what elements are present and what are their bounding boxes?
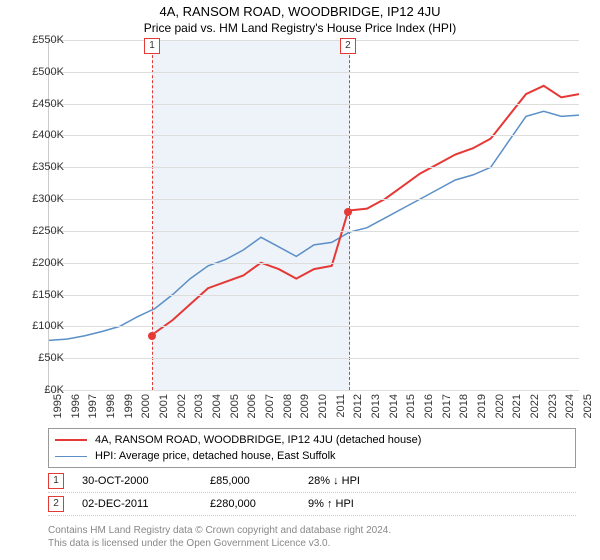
gridline (49, 390, 579, 391)
series-line (152, 86, 579, 336)
transaction-hpi-delta: 28% ↓ HPI (308, 475, 408, 487)
series-line (49, 111, 579, 340)
gridline (49, 358, 579, 359)
x-axis-label: 1999 (123, 394, 135, 418)
y-axis-label: £400K (24, 129, 64, 141)
x-axis-label: 2008 (282, 394, 294, 418)
transaction-marker-2: 2 (48, 496, 64, 512)
x-axis-label: 2005 (229, 394, 241, 418)
x-axis-label: 2011 (335, 394, 347, 418)
transaction-price: £85,000 (210, 475, 290, 487)
gridline (49, 40, 579, 41)
gridline (49, 231, 579, 232)
line-plot (49, 40, 579, 390)
gridline (49, 326, 579, 327)
chart-marker-1: 1 (144, 38, 160, 54)
transaction-marker-1: 1 (48, 473, 64, 489)
x-axis-label: 2013 (370, 394, 382, 418)
transactions-table: 1 30-OCT-2000 £85,000 28% ↓ HPI 2 02-DEC… (48, 470, 576, 516)
gridline (49, 295, 579, 296)
transaction-price: £280,000 (210, 498, 290, 510)
x-axis-label: 2023 (547, 394, 559, 418)
y-axis-label: £250K (24, 225, 64, 237)
gridline (49, 72, 579, 73)
x-axis-label: 2002 (176, 394, 188, 418)
legend: 4A, RANSOM ROAD, WOODBRIDGE, IP12 4JU (d… (48, 428, 576, 468)
x-axis-label: 1997 (87, 394, 99, 418)
x-axis-label: 2001 (158, 394, 170, 418)
x-axis-label: 2000 (140, 394, 152, 418)
transaction-date: 02-DEC-2011 (82, 498, 192, 510)
gridline (49, 104, 579, 105)
footer-line-2: This data is licensed under the Open Gov… (48, 537, 576, 550)
y-axis-label: £550K (24, 34, 64, 46)
chart-container: 4A, RANSOM ROAD, WOODBRIDGE, IP12 4JU Pr… (0, 0, 600, 560)
x-axis-label: 1996 (70, 394, 82, 418)
x-axis-label: 2019 (476, 394, 488, 418)
legend-label-2: HPI: Average price, detached house, East… (95, 448, 336, 464)
x-axis-label: 2009 (299, 394, 311, 418)
x-axis-label: 2012 (352, 394, 364, 418)
x-axis-label: 1998 (105, 394, 117, 418)
transaction-date: 30-OCT-2000 (82, 475, 192, 487)
y-axis-label: £200K (24, 257, 64, 269)
chart-marker-2: 2 (340, 38, 356, 54)
chart-title: 4A, RANSOM ROAD, WOODBRIDGE, IP12 4JU (0, 0, 600, 19)
x-axis-label: 2016 (423, 394, 435, 418)
table-row: 1 30-OCT-2000 £85,000 28% ↓ HPI (48, 470, 576, 493)
x-axis-label: 2007 (264, 394, 276, 418)
footer-attribution: Contains HM Land Registry data © Crown c… (48, 524, 576, 550)
legend-row: HPI: Average price, detached house, East… (55, 448, 569, 464)
gridline (49, 135, 579, 136)
x-axis-label: 2021 (511, 394, 523, 418)
gridline (49, 167, 579, 168)
transaction-hpi-delta: 9% ↑ HPI (308, 498, 408, 510)
footer-line-1: Contains HM Land Registry data © Crown c… (48, 524, 576, 537)
chart-subtitle: Price paid vs. HM Land Registry's House … (0, 19, 600, 35)
x-axis-label: 2025 (582, 394, 594, 418)
table-row: 2 02-DEC-2011 £280,000 9% ↑ HPI (48, 493, 576, 516)
x-axis-label: 2020 (494, 394, 506, 418)
gridline (49, 263, 579, 264)
transaction-dot-2 (344, 208, 352, 216)
x-axis-label: 2018 (458, 394, 470, 418)
x-axis-label: 2014 (388, 394, 400, 418)
legend-row: 4A, RANSOM ROAD, WOODBRIDGE, IP12 4JU (d… (55, 432, 569, 448)
legend-swatch-2 (55, 456, 87, 457)
y-axis-label: £50K (24, 352, 64, 364)
x-axis-label: 2003 (193, 394, 205, 418)
x-axis-label: 2017 (441, 394, 453, 418)
x-axis-label: 2015 (405, 394, 417, 418)
x-axis-label: 2004 (211, 394, 223, 418)
y-axis-label: £350K (24, 161, 64, 173)
legend-swatch-1 (55, 439, 87, 441)
x-axis-label: 2010 (317, 394, 329, 418)
y-axis-label: £100K (24, 320, 64, 332)
y-axis-label: £150K (24, 289, 64, 301)
transaction-dot-1 (148, 332, 156, 340)
x-axis-label: 2006 (246, 394, 258, 418)
x-axis-label: 2022 (529, 394, 541, 418)
x-axis-label: 1995 (52, 394, 64, 418)
plot-area (48, 40, 579, 391)
x-axis-label: 2024 (564, 394, 576, 418)
y-axis-label: £300K (24, 193, 64, 205)
legend-label-1: 4A, RANSOM ROAD, WOODBRIDGE, IP12 4JU (d… (95, 432, 421, 448)
gridline (49, 199, 579, 200)
y-axis-label: £500K (24, 66, 64, 78)
y-axis-label: £450K (24, 98, 64, 110)
